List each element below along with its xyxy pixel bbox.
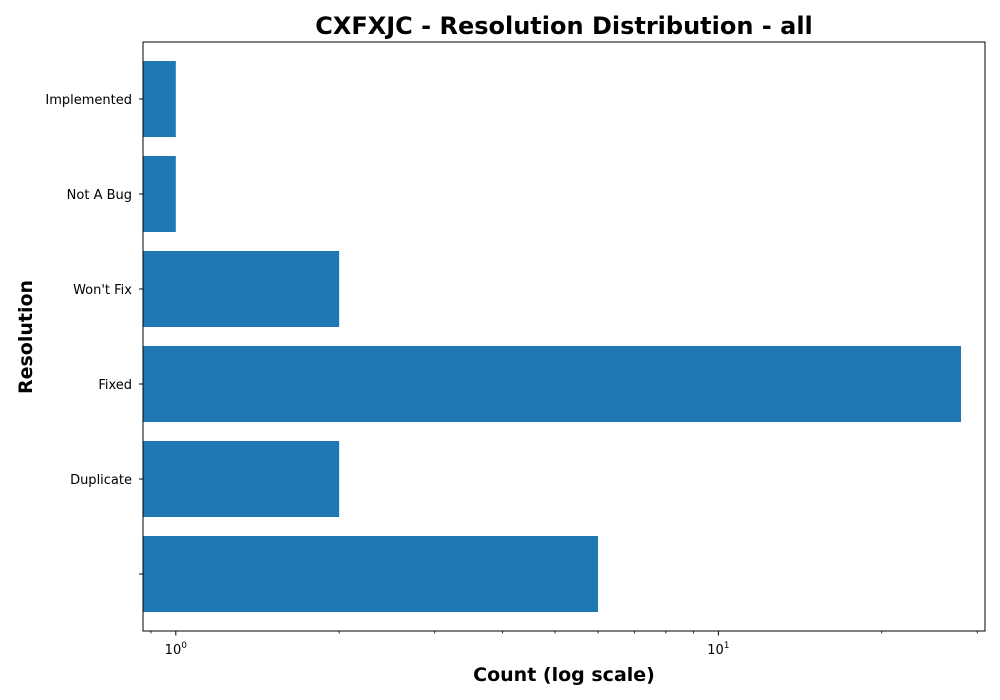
y-tick-label: Won't Fix xyxy=(73,283,132,298)
x-tick-label: 101 xyxy=(707,641,729,658)
bar-implemented xyxy=(143,61,176,137)
bar-won-t-fix xyxy=(143,251,340,327)
chart-title: CXFXJC - Resolution Distribution - all xyxy=(315,12,813,40)
y-tick-label: Implemented xyxy=(45,93,132,108)
x-tick-label: 100 xyxy=(165,641,188,658)
x-axis-label: Count (log scale) xyxy=(473,664,655,686)
y-tick-label: Not A Bug xyxy=(67,188,132,203)
y-tick-label: Fixed xyxy=(98,378,132,393)
y-axis-label: Resolution xyxy=(15,280,37,394)
bar-fixed xyxy=(143,346,962,422)
x-axis-ticks: 100 101 xyxy=(150,631,978,658)
bars-group xyxy=(143,61,962,612)
plot-frame xyxy=(142,41,986,632)
bar-duplicate xyxy=(143,441,340,517)
y-axis-ticks: Duplicate Fixed Won't Fix Not A Bug Implemen… xyxy=(45,93,143,575)
bar-blank xyxy=(143,536,599,612)
bar-not-a-bug xyxy=(143,156,176,232)
y-tick-label: Duplicate xyxy=(70,473,132,488)
